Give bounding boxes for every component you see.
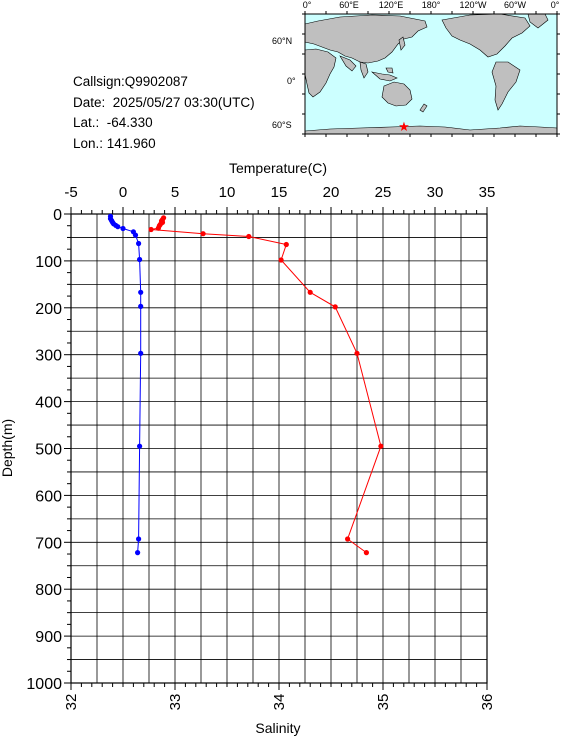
- africa-landmass: [304, 48, 337, 98]
- temperature-data-point: [354, 350, 360, 356]
- salinity-data-point: [138, 303, 144, 309]
- indonesia-islands: [370, 67, 398, 82]
- temperature-data-point: [283, 241, 289, 248]
- map-longitude-labels: 0° 60°E 120°E 180° 120°W 60°W 0°: [303, 0, 560, 10]
- salinity-tick-label: 32: [63, 694, 80, 711]
- temperature-data-point: [200, 231, 206, 237]
- map-latitude-labels: 60°N 0° 60°S: [272, 36, 296, 130]
- temperature-data-point: [155, 225, 161, 231]
- temperature-tick-label: 30: [427, 184, 444, 201]
- map-lat-label: 0°: [287, 76, 296, 86]
- temperature-profile-line: [151, 217, 382, 554]
- temperature-tick-label: 20: [323, 184, 340, 201]
- lon-line: Lon.: 141.960: [73, 135, 156, 151]
- series-lines: [110, 216, 382, 554]
- south-america-landmass: [491, 61, 521, 111]
- depth-axis-label: Depth(m): [0, 419, 15, 477]
- temperature-tick-label: 10: [219, 184, 236, 201]
- temperature-tick-label: -5: [64, 184, 77, 201]
- japan-islands: [398, 36, 406, 51]
- salinity-data-point: [138, 289, 144, 295]
- map-lon-label: 180°: [422, 0, 441, 10]
- depth-tick-label: 700: [35, 535, 62, 552]
- map-lat-label: 60°S: [272, 120, 292, 130]
- new-zealand-islands: [419, 103, 428, 113]
- depth-tick-label: 0: [53, 207, 62, 224]
- temperature-data-point: [345, 536, 351, 542]
- temperature-data-point: [378, 443, 384, 449]
- salinity-tick-labels: 32 33 34 35 36: [63, 694, 496, 711]
- salinity-tick-label: 34: [271, 694, 288, 711]
- float-metadata: Callsign:Q9902087 Date: 2025/05/27 03:30…: [73, 72, 255, 154]
- temperature-tick-label: 0: [119, 184, 127, 201]
- map-lat-label: 60°N: [272, 36, 292, 46]
- temperature-axis-label: Temperature(C): [229, 160, 327, 176]
- map-lon-label: 60°E: [339, 0, 359, 10]
- depth-tick-label: 600: [35, 488, 62, 505]
- temperature-data-point: [246, 233, 252, 240]
- temperature-tick-label: 35: [479, 184, 496, 201]
- chart-ticks: [64, 207, 488, 690]
- map-lon-label: 120°W: [459, 0, 487, 10]
- depth-tick-label: 200: [35, 301, 62, 318]
- salinity-profile-line: [110, 216, 142, 553]
- map-lon-label: 0°: [303, 0, 312, 10]
- depth-tick-label: 500: [35, 442, 62, 459]
- depth-tick-labels: 0 100 200 300 400 500 600 700 800 900 1000: [26, 207, 62, 693]
- eurasia-landmass: [304, 14, 428, 64]
- temperature-data-point: [332, 304, 338, 310]
- salinity-axis-label: Salinity: [255, 720, 300, 736]
- location-map: 0° 60°E 120°E 180° 120°W 60°W 0° 60°N 0°…: [272, 0, 560, 137]
- salinity-data-point: [136, 536, 142, 542]
- salinity-data-point: [132, 232, 139, 238]
- map-land: [304, 13, 558, 135]
- depth-tick-label: 400: [35, 395, 62, 412]
- salinity-tick-label: 35: [375, 694, 392, 711]
- salinity-data-point: [115, 224, 121, 230]
- lat-value: -64.330: [106, 115, 153, 130]
- temperature-data-point: [307, 289, 313, 295]
- float-location-marker: ★: [398, 119, 410, 134]
- map-lon-label: 0°: [551, 0, 560, 10]
- map-frame-ticks: [302, 11, 560, 137]
- salinity-data-point: [137, 443, 143, 449]
- australia-landmass: [381, 81, 413, 107]
- callsign-value: Q9902087: [124, 74, 188, 89]
- temperature-tick-labels: -5 0 5 10 15 20 25 30 35: [64, 184, 495, 201]
- salinity-tick-label: 36: [479, 694, 496, 711]
- salinity-data-point: [120, 225, 126, 232]
- temperature-data-point: [148, 226, 154, 233]
- depth-tick-label: 300: [35, 348, 62, 365]
- depth-tick-label: 1000: [26, 676, 62, 693]
- date-value: 2025/05/27 03:30(UTC): [112, 94, 255, 110]
- north-america-landmass: [441, 13, 531, 58]
- temperature-tick-label: 15: [271, 184, 288, 201]
- salinity-data-point: [138, 350, 144, 356]
- salinity-data-point: [137, 256, 143, 263]
- south-asia-landmass: [339, 55, 369, 79]
- date-line: Date: 2025/05/27 03:30(UTC): [73, 94, 255, 110]
- depth-tick-label: 900: [35, 629, 62, 646]
- series-points: [107, 213, 384, 556]
- chart-grid: [70, 213, 488, 684]
- salinity-data-point: [135, 550, 141, 556]
- depth-tick-label: 800: [35, 582, 62, 599]
- lon-value: 141.960: [106, 135, 156, 151]
- temperature-tick-label: 25: [375, 184, 392, 201]
- lat-line: Lat.: -64.330: [73, 115, 153, 130]
- temperature-tick-label: 5: [171, 184, 179, 201]
- salinity-tick-label: 33: [167, 694, 184, 711]
- map-lon-label: 60°W: [504, 0, 527, 10]
- map-lon-label: 120°E: [379, 0, 404, 10]
- salinity-data-point: [136, 240, 142, 247]
- temperature-data-point: [363, 550, 369, 556]
- callsign-line: Callsign:Q9902087: [73, 74, 188, 89]
- depth-tick-label: 100: [35, 254, 62, 271]
- temperature-data-point: [278, 257, 284, 263]
